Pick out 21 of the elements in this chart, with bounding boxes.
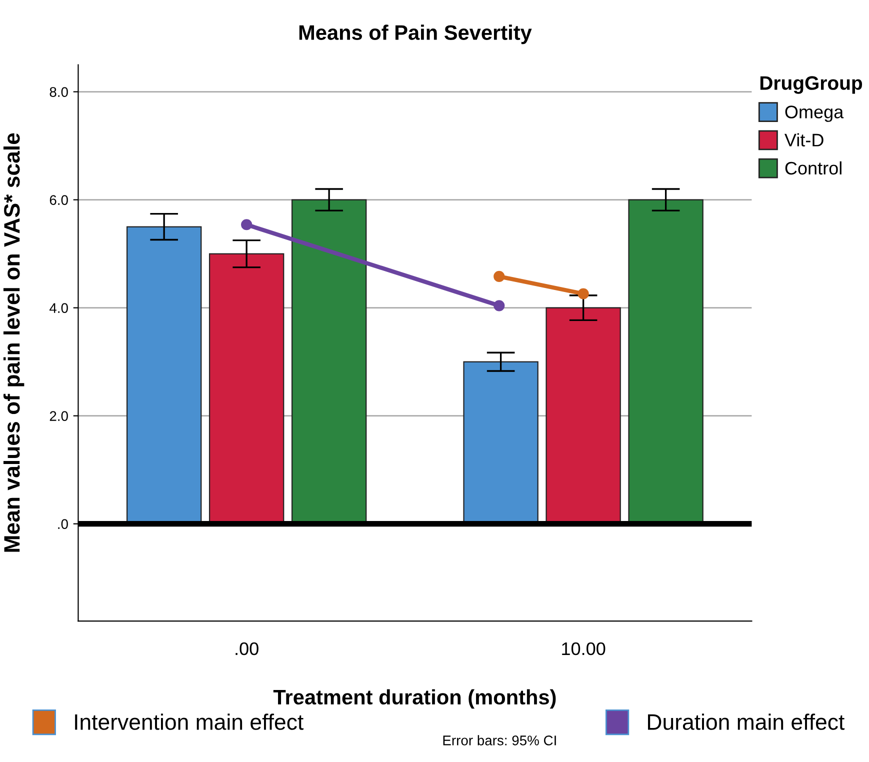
point xyxy=(494,270,505,282)
point xyxy=(241,219,252,230)
y-tick-label: 6.0 xyxy=(50,195,68,205)
legend-title: DrugGroup xyxy=(760,76,862,94)
y-axis-title: Mean values of pain level on VAS* scale xyxy=(3,133,24,552)
y-tick-label: 4.0 xyxy=(50,303,68,313)
legend-label: Omega xyxy=(785,106,844,122)
legend-label: Duration main effect xyxy=(648,714,845,730)
legend-label: Vit-D xyxy=(784,133,824,146)
x-tick-label: .00 xyxy=(236,642,258,656)
x-axis-title: Treatment duration (months) xyxy=(273,689,556,709)
legend-label: Control xyxy=(785,161,842,175)
chart-title: Means of Pain Severtity xyxy=(299,24,532,44)
point xyxy=(494,300,505,312)
y-tick-label: 8.0 xyxy=(50,87,68,97)
legend-label: Intervention main effect xyxy=(75,714,304,730)
y-tick-label: 2.0 xyxy=(50,411,68,421)
x-tick-label: 10.00 xyxy=(562,642,606,656)
point xyxy=(578,288,589,300)
text: Error bars: 95% CI xyxy=(443,735,556,746)
y-tick-label: .0 xyxy=(58,519,68,529)
